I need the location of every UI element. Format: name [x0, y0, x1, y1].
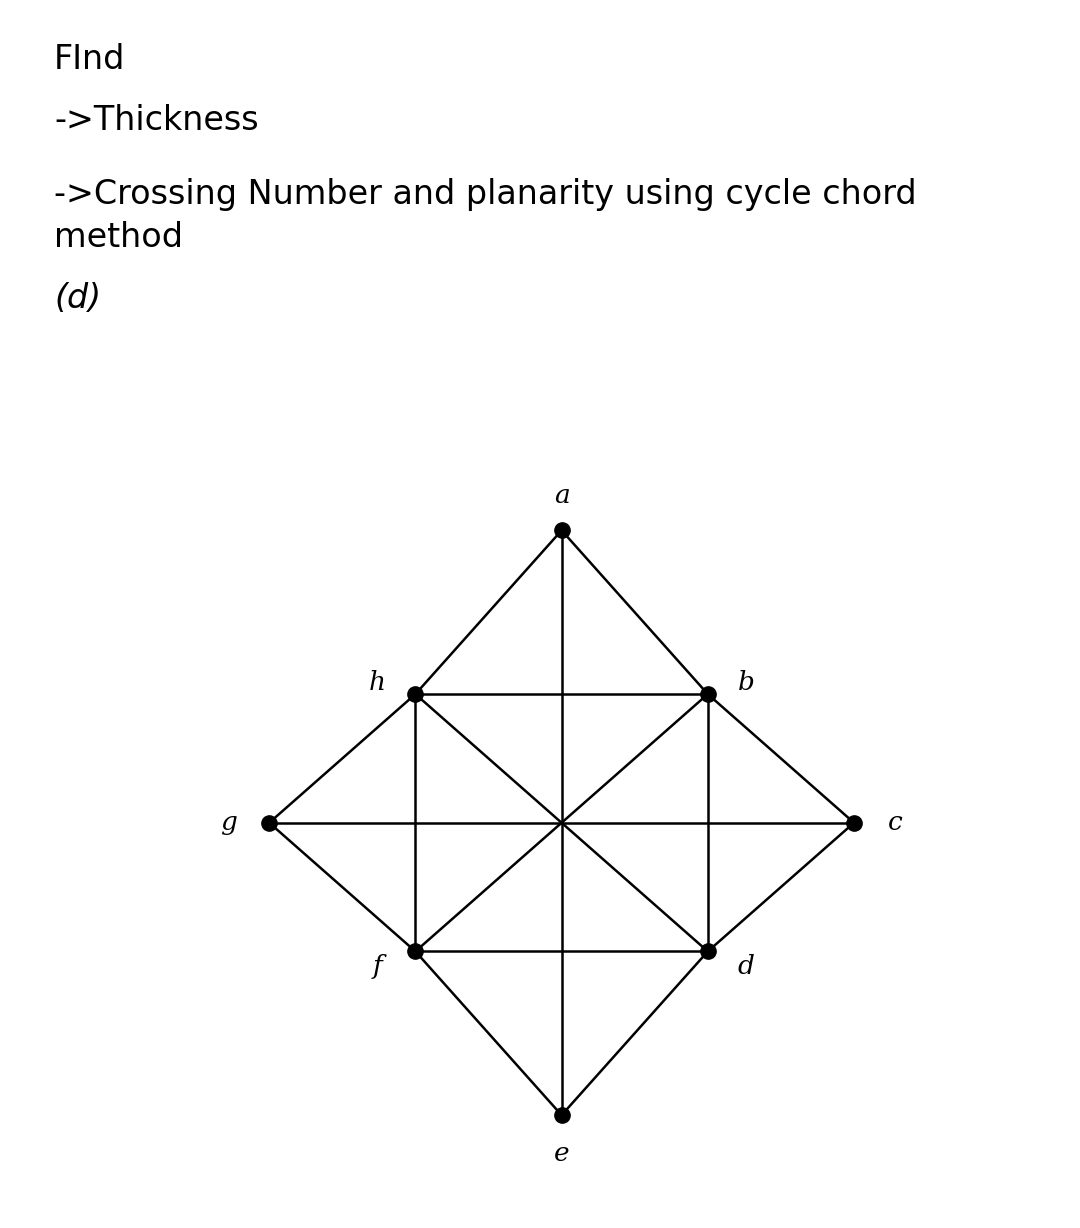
Text: f: f: [373, 953, 382, 979]
Text: b: b: [738, 670, 754, 695]
Text: a: a: [554, 483, 569, 508]
Text: d: d: [738, 953, 754, 979]
Text: c: c: [888, 810, 902, 835]
Text: h: h: [369, 670, 386, 695]
Text: (d): (d): [54, 282, 102, 316]
Text: FInd: FInd: [54, 43, 125, 76]
Text: ->Thickness: ->Thickness: [54, 104, 258, 138]
Text: ->Crossing Number and planarity using cycle chord
method: ->Crossing Number and planarity using cy…: [54, 178, 917, 254]
Text: e: e: [554, 1141, 569, 1165]
Text: g: g: [220, 810, 237, 835]
